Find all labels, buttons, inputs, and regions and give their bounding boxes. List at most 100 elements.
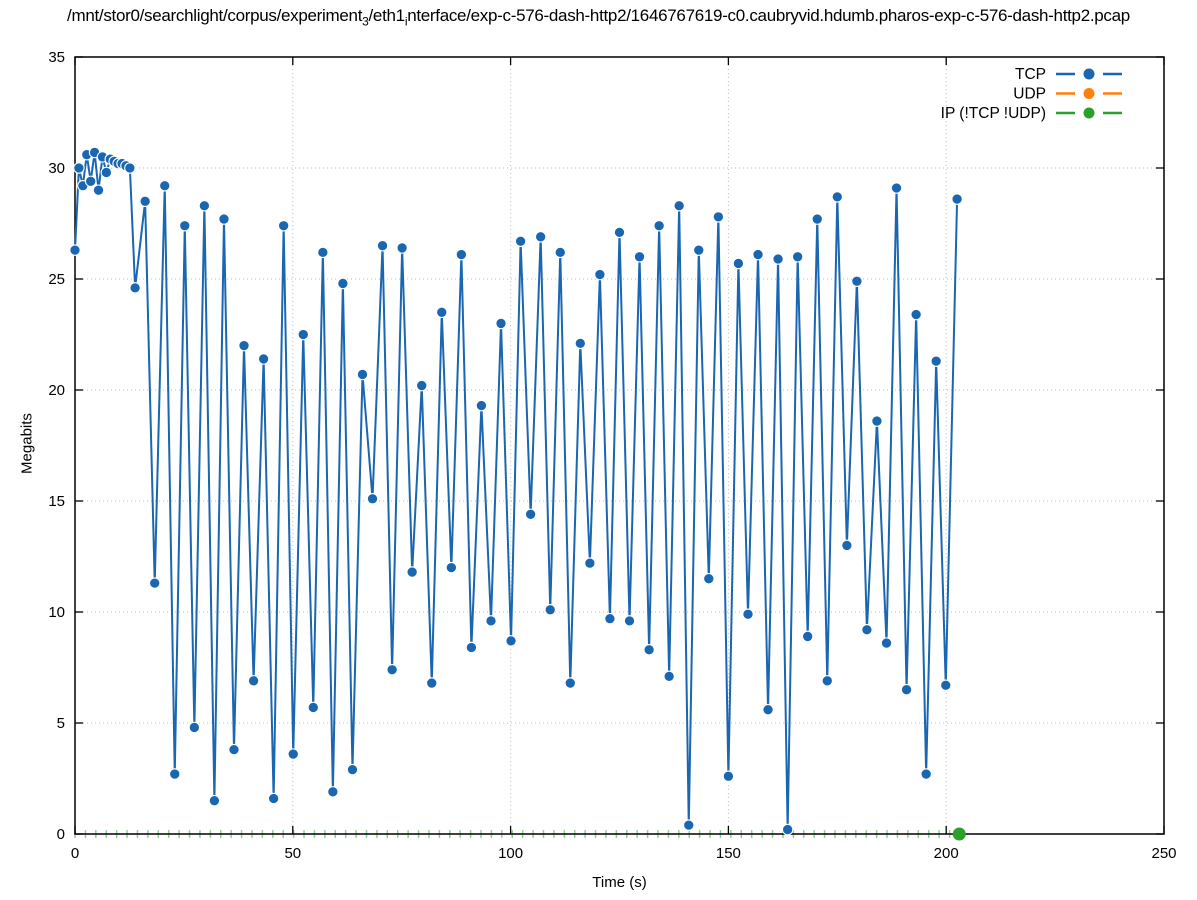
title-part-1: /mnt/stor0/searchlight/corpus/experiment — [67, 6, 363, 25]
legend-label-ip: IP (!TCP !UDP) — [941, 105, 1046, 122]
tcp-point — [604, 612, 616, 625]
tcp-point — [267, 792, 280, 805]
tcp-point — [297, 328, 310, 341]
tcp-point — [801, 630, 814, 643]
tcp-point — [574, 337, 587, 350]
title-part-3: nterface/exp-c-576-dash-http2/1646767619… — [407, 6, 1130, 25]
tcp-point — [722, 770, 735, 783]
y-tick-label-25: 25 — [48, 271, 65, 288]
tcp-point — [129, 282, 141, 294]
tcp-point — [564, 677, 577, 689]
tcp-point — [940, 679, 952, 692]
tcp-point — [228, 743, 240, 756]
title-part-2: /eth1 — [368, 6, 406, 25]
ip-endpoint — [952, 827, 966, 841]
tcp-point — [613, 226, 626, 239]
tcp-point — [900, 683, 913, 696]
tcp-point — [544, 604, 556, 616]
tcp-point — [584, 557, 596, 569]
x-tick-label-200: 200 — [934, 845, 959, 862]
tcp-line — [74, 151, 959, 831]
tcp-point — [633, 251, 646, 263]
tcp-point — [327, 786, 339, 798]
tcp-point — [356, 368, 369, 381]
tcp-point — [821, 675, 834, 687]
tcp-point — [772, 253, 784, 265]
tcp-point — [92, 184, 105, 196]
legend-point-sample — [1083, 88, 1095, 99]
x-tick-label-150: 150 — [716, 845, 741, 862]
title-subscript-i: i — [404, 14, 408, 29]
tcp-point — [179, 219, 191, 232]
tcp-point — [781, 823, 794, 836]
tcp-point — [436, 306, 448, 319]
tcp-point — [198, 199, 211, 212]
tcp-point — [277, 219, 290, 232]
plot-border — [74, 56, 1165, 835]
tcp-point — [951, 193, 963, 205]
tcp-point — [831, 191, 844, 203]
tcp-point — [890, 182, 903, 194]
tcp-point — [169, 768, 181, 780]
tcp-point — [693, 244, 705, 256]
y-tick-label-35: 35 — [48, 49, 65, 66]
tcp-point — [910, 308, 922, 321]
tcp-point — [534, 231, 547, 243]
tcp-point — [920, 768, 932, 780]
tcp-point — [445, 561, 458, 574]
tcp-point — [871, 415, 883, 427]
tcp-point — [673, 199, 685, 212]
tcp-point — [524, 508, 537, 521]
x-tick-label-50: 50 — [284, 845, 301, 862]
tcp-point — [653, 219, 665, 232]
tcp-point — [732, 257, 745, 270]
tcp-point — [505, 635, 517, 647]
tcp-point — [396, 242, 408, 254]
y-tick-label-30: 30 — [48, 160, 65, 177]
legend-label-tcp: TCP — [1015, 66, 1046, 83]
x-tick-label-0: 0 — [71, 845, 79, 862]
y-tick-label-0: 0 — [57, 826, 65, 843]
tcp-point — [663, 670, 675, 683]
y-tick-label-20: 20 — [48, 382, 65, 399]
tcp-point — [742, 608, 754, 620]
tcp-point — [84, 175, 97, 188]
tcp-point — [475, 399, 488, 412]
tcp-point — [124, 162, 136, 174]
y-axis-label: Megabits — [18, 413, 36, 474]
tcp-point — [158, 180, 171, 192]
tcp-point — [247, 675, 260, 687]
legend-point-sample — [1083, 107, 1095, 119]
tcp-point — [791, 251, 804, 263]
tcp-point — [712, 211, 725, 223]
x-tick-label-100: 100 — [498, 845, 523, 862]
legend-label-udp: UDP — [1013, 86, 1046, 103]
tcp-point — [366, 493, 379, 505]
tcp-point — [337, 277, 349, 290]
tcp-point — [100, 166, 113, 179]
tcp-point — [376, 239, 389, 252]
tcp-point — [514, 235, 527, 248]
tcp-point — [762, 703, 774, 716]
tcp-point — [485, 615, 497, 627]
tcp-point — [218, 213, 230, 225]
tcp-point — [455, 248, 468, 261]
tcp-point — [148, 577, 161, 589]
legend-point-sample — [1083, 68, 1095, 80]
tcp-point — [495, 317, 507, 330]
tcp-point — [683, 819, 695, 831]
tcp-point — [188, 721, 201, 734]
tcp-point — [238, 339, 250, 352]
tcp-point — [465, 641, 478, 654]
tcp-point — [257, 353, 270, 365]
tcp-point — [415, 379, 428, 392]
y-tick-label-5: 5 — [57, 715, 65, 732]
tcp-point — [851, 275, 863, 287]
tcp-point — [406, 566, 418, 578]
title-subscript-3: 3 — [362, 14, 369, 29]
tcp-point — [623, 615, 636, 627]
tcp-point — [69, 244, 81, 256]
tcp-point — [594, 268, 606, 281]
